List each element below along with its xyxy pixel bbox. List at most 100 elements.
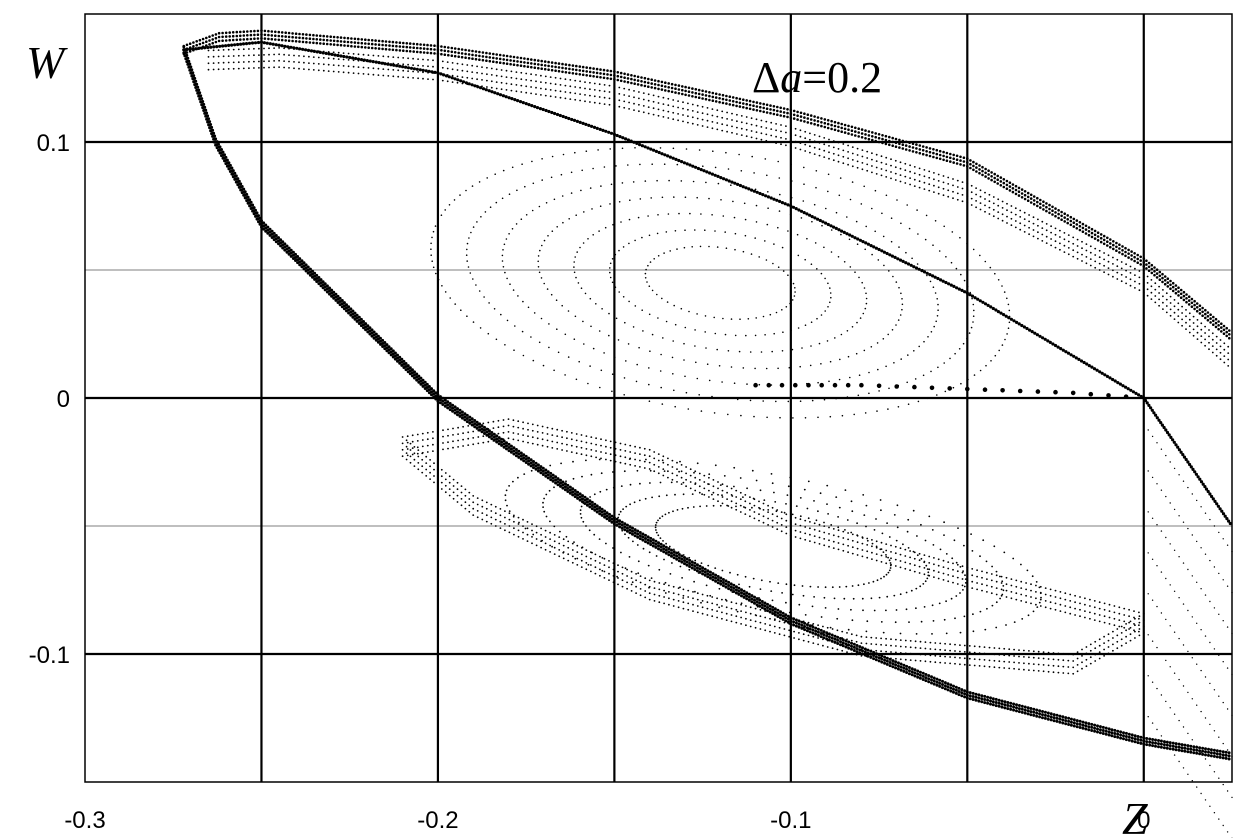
data-point: [472, 507, 475, 510]
data-point: [483, 425, 486, 429]
data-point: [1203, 485, 1207, 489]
data-point: [657, 114, 660, 117]
data-point: [372, 54, 375, 57]
data-point: [684, 326, 687, 329]
data-point: [1201, 749, 1205, 753]
data-point: [575, 439, 578, 442]
data-point: [613, 70, 616, 73]
data-point: [644, 272, 647, 275]
data-point: [608, 566, 610, 569]
data-point: [339, 40, 343, 43]
data-point: [826, 626, 829, 629]
data-point: [472, 501, 475, 504]
data-point: [308, 267, 312, 271]
data-point: [830, 127, 833, 131]
data-point: [662, 544, 666, 548]
data-point: [362, 320, 365, 323]
data-point: [929, 654, 932, 657]
data-point: [776, 515, 779, 518]
data-point: [1138, 621, 1141, 624]
data-point: [1008, 648, 1011, 651]
data-point: [267, 33, 270, 37]
data-point: [823, 118, 827, 121]
data-point: [1036, 196, 1039, 200]
data-point: [230, 166, 234, 170]
data-point: [937, 186, 940, 189]
data-point: [402, 57, 405, 59]
data-point: [478, 58, 481, 61]
data-point: [196, 85, 200, 89]
data-point: [965, 690, 969, 694]
data-point: [599, 568, 601, 571]
data-point: [875, 540, 878, 543]
data-point: [564, 97, 567, 100]
data-point: [505, 76, 508, 78]
data-point: [488, 56, 492, 59]
data-point: [832, 547, 835, 549]
data-point: [858, 648, 862, 652]
data-point: [698, 567, 702, 571]
data-point: [1173, 311, 1176, 314]
data-point: [742, 589, 746, 593]
data-point: [568, 71, 571, 75]
data-point: [799, 524, 802, 527]
data-point: [654, 542, 658, 546]
data-point: [1054, 596, 1057, 598]
data-point: [904, 140, 908, 144]
data-point: [1089, 245, 1092, 248]
data-point: [660, 88, 664, 91]
data-point: [1074, 607, 1076, 610]
data-point: [952, 161, 955, 164]
data-point: [1189, 744, 1193, 748]
data-point: [728, 95, 732, 98]
data-point: [337, 71, 340, 73]
data-point: [956, 563, 959, 566]
data-point: [875, 166, 878, 169]
data-point: [952, 284, 956, 288]
data-point: [303, 68, 305, 70]
data-point: [993, 647, 996, 649]
data-point: [457, 439, 459, 442]
data-point: [789, 619, 793, 623]
data-point: [609, 73, 613, 77]
data-point: [628, 531, 632, 535]
data-point: [404, 362, 408, 365]
data-point: [666, 301, 669, 303]
data-point: [447, 50, 450, 53]
data-point: [1050, 238, 1052, 240]
data-point: [828, 539, 830, 542]
data-point: [653, 587, 656, 589]
data-point: [759, 608, 762, 611]
data-point: [553, 553, 556, 555]
data-point: [512, 438, 515, 441]
data-point: [409, 461, 412, 464]
data-point: [605, 458, 607, 461]
data-point: [595, 510, 599, 514]
data-point: [692, 603, 694, 606]
data-point: [949, 683, 953, 687]
data-point: [253, 41, 258, 45]
data-point: [837, 535, 840, 538]
data-point: [813, 541, 816, 544]
data-point: [650, 82, 653, 85]
data-point: [638, 531, 642, 534]
data-point: [1160, 423, 1164, 427]
data-point: [841, 643, 844, 646]
data-point: [701, 105, 704, 108]
data-point: [1200, 322, 1203, 325]
data-point: [871, 171, 873, 174]
data-point: [207, 62, 210, 65]
data-point: [619, 71, 623, 75]
data-point: [422, 71, 424, 74]
data-point: [761, 193, 765, 197]
data-point: [1074, 356, 1078, 360]
data-point: [898, 142, 901, 146]
data-point: [280, 35, 284, 38]
data-point: [562, 557, 565, 560]
data-point: [283, 44, 287, 48]
data-point: [1112, 643, 1114, 646]
data-point: [1215, 354, 1218, 357]
data-point: [1142, 264, 1146, 268]
data-point: [899, 566, 902, 569]
data-point: [759, 109, 762, 113]
